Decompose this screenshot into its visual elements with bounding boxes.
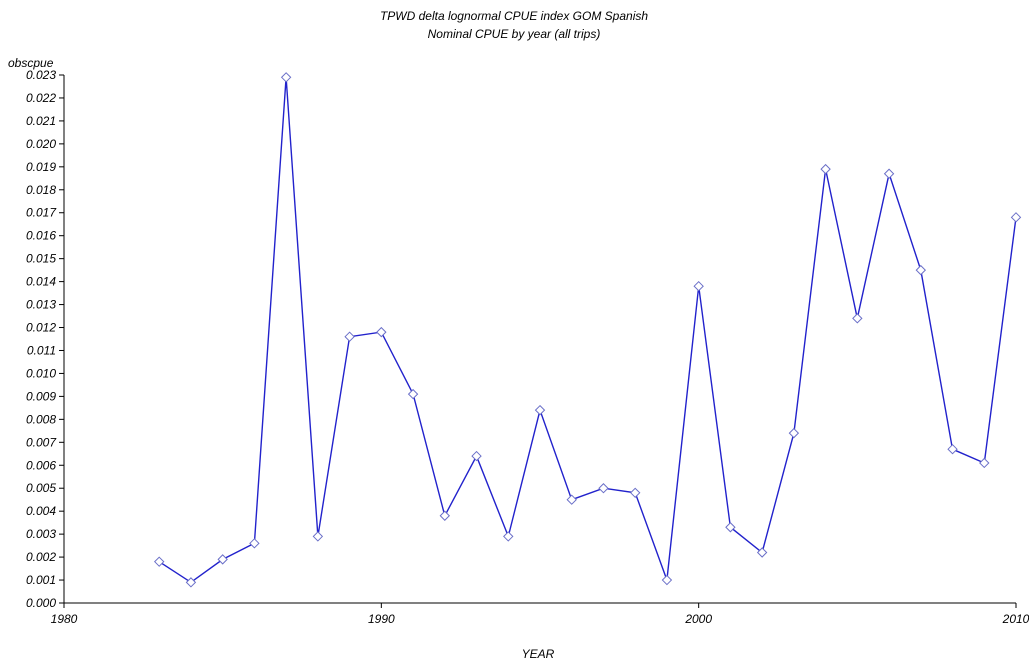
data-point	[471, 450, 482, 462]
axes	[63, 75, 1016, 604]
data-point	[979, 457, 990, 469]
y-tick-label: 0.000	[26, 596, 56, 610]
y-tick-label: 0.015	[26, 252, 56, 266]
data-point	[439, 510, 451, 521]
y-tick-label: 0.014	[26, 275, 56, 289]
y-tick-label: 0.009	[26, 389, 56, 403]
data-point	[629, 487, 641, 499]
x-tick-label: 1980	[51, 612, 78, 626]
y-tick-label: 0.022	[26, 91, 56, 105]
y-tick-label: 0.023	[26, 68, 56, 82]
data-point	[915, 264, 927, 276]
y-tick-label: 0.010	[26, 366, 56, 380]
data-point	[312, 531, 324, 542]
data-point	[566, 494, 577, 505]
data-point	[503, 531, 514, 542]
y-tick-label: 0.021	[26, 114, 56, 128]
data-point	[534, 404, 546, 416]
y-tick-label: 0.013	[26, 298, 56, 312]
y-tick-label: 0.006	[26, 458, 56, 472]
data-point	[820, 163, 831, 175]
data-point	[725, 522, 736, 533]
data-point	[947, 443, 958, 455]
data-point	[280, 72, 292, 83]
chart-subtitle: Nominal CPUE by year (all trips)	[428, 27, 601, 41]
data-point	[153, 556, 165, 567]
data-point	[217, 554, 228, 565]
data-point	[407, 388, 419, 400]
data-point	[788, 427, 800, 439]
y-tick-label: 0.012	[26, 321, 56, 335]
data-series	[153, 72, 1022, 588]
data-point	[344, 331, 355, 342]
data-point	[883, 168, 895, 179]
y-tick-label: 0.005	[26, 481, 56, 495]
y-axis-label: obscpue	[8, 56, 54, 70]
y-tick-label: 0.002	[26, 550, 56, 564]
y-tick-label: 0.016	[26, 229, 56, 243]
y-tick-label: 0.017	[26, 206, 57, 220]
y-tick-label: 0.007	[26, 435, 57, 449]
x-tick-label: 1990	[368, 612, 395, 626]
data-point	[756, 547, 768, 558]
y-tick-label: 0.001	[26, 573, 56, 587]
y-tick-label: 0.004	[26, 504, 56, 518]
x-axis-ticks: 1980 1990 2000 2010	[51, 603, 1029, 626]
y-tick-label: 0.003	[26, 527, 56, 541]
data-point	[249, 538, 260, 549]
x-tick-label: 2000	[684, 612, 712, 626]
x-axis-label: YEAR	[522, 647, 555, 661]
x-tick-label: 2010	[1002, 612, 1029, 626]
chart-title: TPWD delta lognormal CPUE index GOM Span…	[380, 9, 648, 23]
data-point	[1010, 212, 1022, 223]
y-axis-ticks: 0.000 0.001 0.002 0.003 0.004 0.005 0.006 0.007…	[26, 68, 64, 610]
data-point	[185, 577, 197, 588]
y-tick-label: 0.019	[26, 160, 56, 174]
data-point	[693, 280, 704, 292]
data-point	[661, 574, 673, 586]
data-point	[598, 483, 609, 494]
data-point	[376, 326, 387, 338]
y-tick-label: 0.008	[26, 412, 56, 426]
y-tick-label: 0.020	[26, 137, 56, 151]
data-point	[852, 313, 863, 324]
y-tick-label: 0.011	[27, 343, 56, 357]
y-tick-label: 0.018	[26, 183, 56, 197]
series-line	[158, 77, 1017, 584]
